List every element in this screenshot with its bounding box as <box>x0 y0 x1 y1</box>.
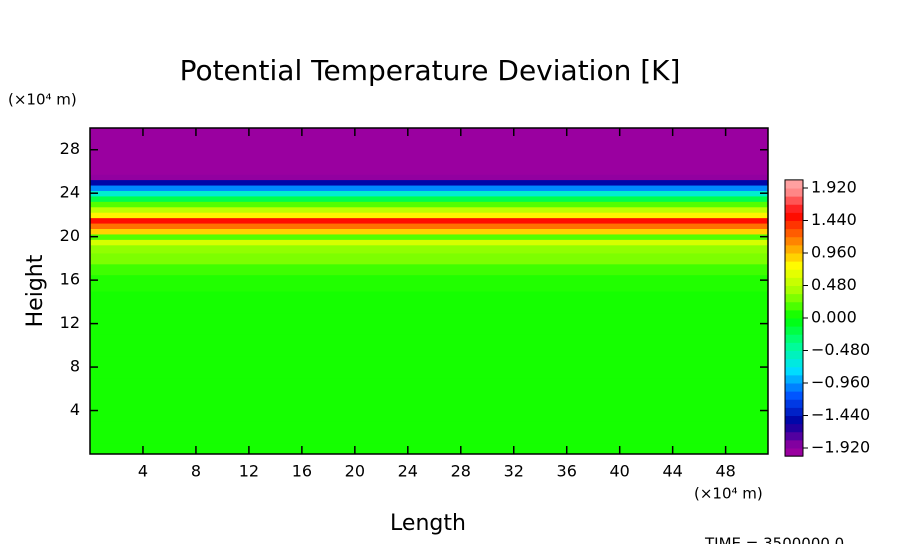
field-band <box>90 252 768 265</box>
plot-frame <box>89 127 769 455</box>
colorbar-cell <box>785 309 803 319</box>
colorbar-cell <box>785 285 803 295</box>
colorbar-tick-label: 1.440 <box>811 210 857 229</box>
y-axis-label: Height <box>23 254 48 327</box>
field-band <box>90 312 768 335</box>
colorbar-cell <box>785 350 803 360</box>
x-tick-label: 4 <box>138 462 148 481</box>
field-band <box>90 206 768 213</box>
field-band <box>90 377 768 401</box>
field-band <box>90 291 768 314</box>
colorbar-cell <box>785 391 803 400</box>
colorbar-cell <box>785 383 803 392</box>
colorbar-cell <box>785 407 803 416</box>
colorbar-cell <box>785 253 803 262</box>
colorbar-cell <box>785 374 803 384</box>
field-band <box>90 421 768 444</box>
chart-title: Potential Temperature Deviation [K] <box>180 54 681 87</box>
field-band <box>90 399 768 422</box>
colorbar-cell <box>785 212 803 221</box>
field-band <box>90 138 768 162</box>
field-band <box>90 195 768 202</box>
x-tick-label: 16 <box>292 462 312 481</box>
colorbar-cell <box>785 228 803 238</box>
x-unit: (×10⁴ m) <box>694 485 763 503</box>
y-tick-label: 24 <box>60 183 80 202</box>
field-band <box>90 128 768 140</box>
colorbar-cell <box>785 204 803 213</box>
colorbar-cell <box>785 269 803 278</box>
colorbar-cell <box>785 236 803 246</box>
x-tick-label: 28 <box>451 462 471 481</box>
field-band <box>90 185 768 191</box>
colorbar-cell <box>785 448 803 457</box>
x-tick-label: 12 <box>239 462 259 481</box>
colorbar-cell <box>785 293 803 303</box>
y-tick-label: 12 <box>60 313 80 332</box>
field-band <box>90 201 768 208</box>
time-label: TIME = 3500000.0 <box>704 535 844 544</box>
field-band <box>90 174 768 181</box>
colorbar-cell <box>785 431 803 441</box>
colorbar-cell <box>785 415 803 425</box>
field-band <box>90 179 768 186</box>
colorbar-cell <box>785 342 803 351</box>
x-tick-label: 48 <box>715 462 735 481</box>
colorbar-cell <box>785 334 803 343</box>
colorbar-cell <box>785 358 803 368</box>
field-band <box>90 212 768 219</box>
colorbar-cell <box>785 301 803 311</box>
field-band <box>90 443 768 455</box>
colorbar-cell <box>785 439 803 449</box>
colorbar-cell <box>785 244 803 254</box>
field-band <box>90 190 768 197</box>
colorbar-cell <box>785 399 803 408</box>
field-band <box>90 244 768 254</box>
colorbar-tick-label: −1.440 <box>811 405 870 424</box>
colorbar-tick-label: 0.960 <box>811 243 857 262</box>
field-band <box>90 217 768 224</box>
colorbar-tick-label: −1.920 <box>811 438 870 457</box>
colorbar-cell <box>785 179 803 189</box>
field-band <box>90 274 768 292</box>
field-band <box>90 356 768 379</box>
field-band <box>90 223 768 230</box>
x-tick-label: 36 <box>557 462 577 481</box>
field-band <box>90 233 768 240</box>
colorbar-cell <box>785 188 803 197</box>
field-band <box>90 239 768 246</box>
x-tick-label: 44 <box>662 462 682 481</box>
y-tick-label: 8 <box>70 357 80 376</box>
field-band <box>90 263 768 276</box>
y-tick-label: 4 <box>70 400 80 419</box>
colorbar-cell <box>785 196 803 205</box>
colorbar-tick-label: −0.480 <box>811 340 870 359</box>
field-band <box>90 228 768 235</box>
y-tick-label: 20 <box>60 226 80 245</box>
colorbar-cell <box>785 326 803 335</box>
colorbar-cell <box>785 220 803 230</box>
colorbar-cell <box>785 366 803 376</box>
x-tick-label: 8 <box>191 462 201 481</box>
x-tick-label: 20 <box>345 462 365 481</box>
colorbar-tick-label: 0.000 <box>811 308 857 327</box>
y-tick-label: 16 <box>60 270 80 289</box>
x-axis-label: Length <box>390 511 466 536</box>
colorbar-tick-label: 1.920 <box>811 178 857 197</box>
field-band <box>90 334 768 357</box>
colorbar-tick-label: −0.960 <box>811 373 870 392</box>
colorbar-cell <box>785 277 803 286</box>
x-tick-label: 40 <box>610 462 630 481</box>
field-band <box>90 160 768 175</box>
x-tick-label: 32 <box>504 462 524 481</box>
x-tick-label: 24 <box>398 462 418 481</box>
colorbar-cell <box>785 261 803 270</box>
colorbar-tick-label: 0.480 <box>811 275 857 294</box>
colorbar-cell <box>785 318 803 327</box>
y-unit: (×10⁴ m) <box>8 91 77 109</box>
y-tick-label: 28 <box>60 139 80 158</box>
colorbar-cell <box>785 423 803 433</box>
